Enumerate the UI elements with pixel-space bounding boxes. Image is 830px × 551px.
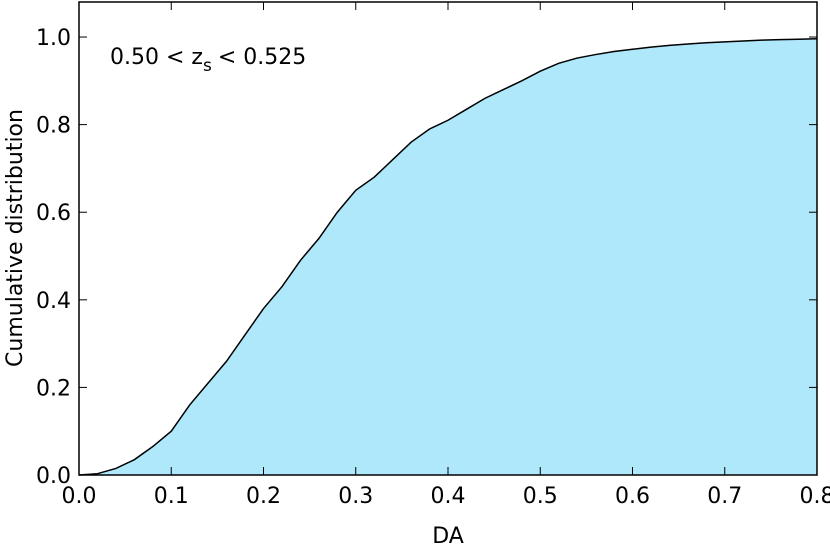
x-tick-label: 0.4 [431, 484, 466, 509]
x-tick-label: 0.3 [338, 484, 373, 509]
y-axis-label: Cumulative distribution [3, 109, 28, 367]
y-tick-label: 0.0 [36, 464, 71, 489]
y-tick-label: 0.4 [36, 289, 71, 314]
y-tick-label: 0.2 [36, 376, 71, 401]
y-tick-label: 0.8 [36, 114, 71, 139]
area [79, 38, 817, 476]
x-tick-label: 0.6 [615, 484, 650, 509]
x-tick-label: 0.5 [523, 484, 558, 509]
line [78, 38, 818, 476]
x-tick-label: 0.0 [62, 484, 97, 509]
x-tick-label: 0.2 [246, 484, 281, 509]
y-tick-label: 0.6 [36, 201, 71, 226]
annotation: 0.50 < zs < 0.525 [110, 45, 306, 76]
x-tick-label: 0.1 [154, 484, 189, 509]
x-axis-label: DA [432, 524, 464, 549]
x-tick-label: 0.8 [800, 484, 830, 509]
x-tick-label: 0.7 [707, 484, 742, 509]
y-tick-label: 1.0 [36, 26, 71, 51]
